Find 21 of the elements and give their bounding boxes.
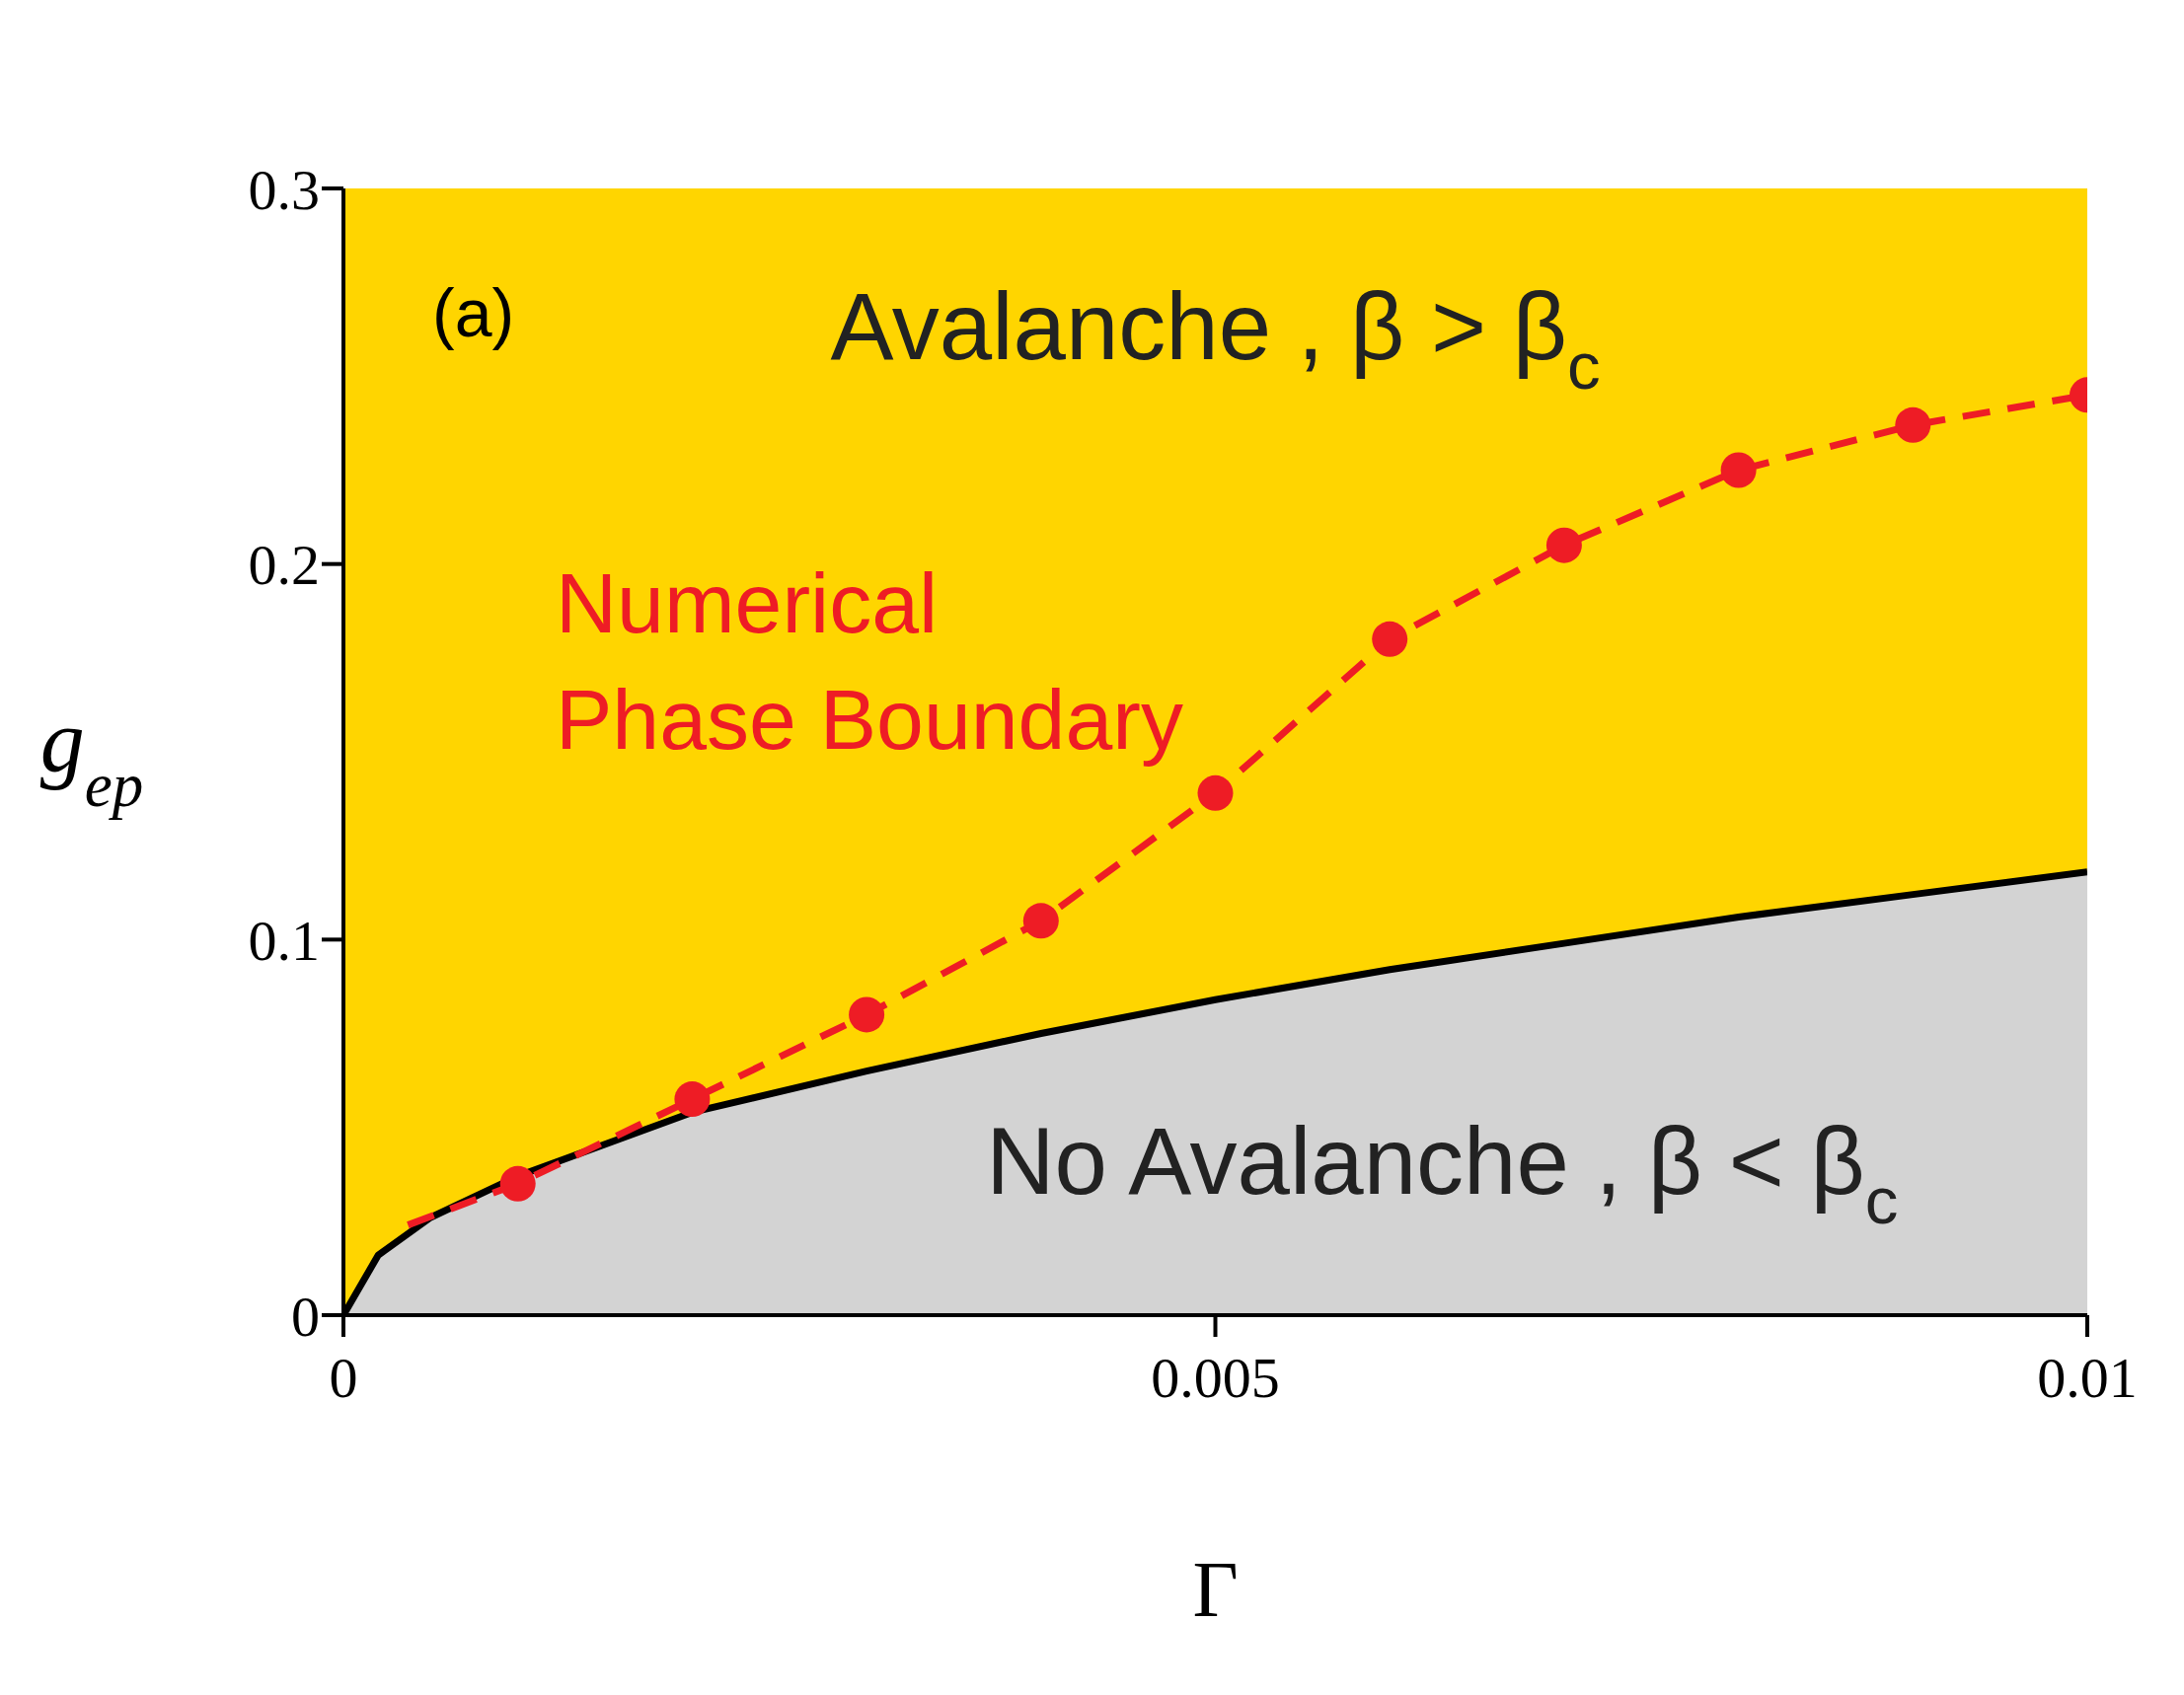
annotation: (a) [432,275,515,350]
y-tick-label: 0 [291,1284,320,1349]
y-tick-label: 0.3 [248,157,320,222]
annotation: No Avalanche , β < β$_{c}$ [986,1107,1899,1237]
point [499,1165,536,1202]
point [674,1081,711,1118]
point [1545,527,1582,563]
point [1022,903,1059,939]
point [1895,406,1931,443]
y-tick-label: 0.1 [248,908,320,973]
y-tick-label: 0.2 [248,533,320,598]
x-tick-label: 0.01 [2037,1346,2138,1411]
x-axis-title: Γ [1192,1546,1239,1633]
point [1372,621,1408,657]
x-tick-label: 0.005 [1151,1346,1280,1411]
series-label: Numerical Phase Boundary [556,555,1183,767]
point [1720,452,1757,488]
point [1197,774,1234,811]
y-axis-title: g$_{ep}$ [39,693,144,820]
point [849,996,885,1033]
annotation: Avalanche , β > β$_{c}$ [830,273,1601,404]
